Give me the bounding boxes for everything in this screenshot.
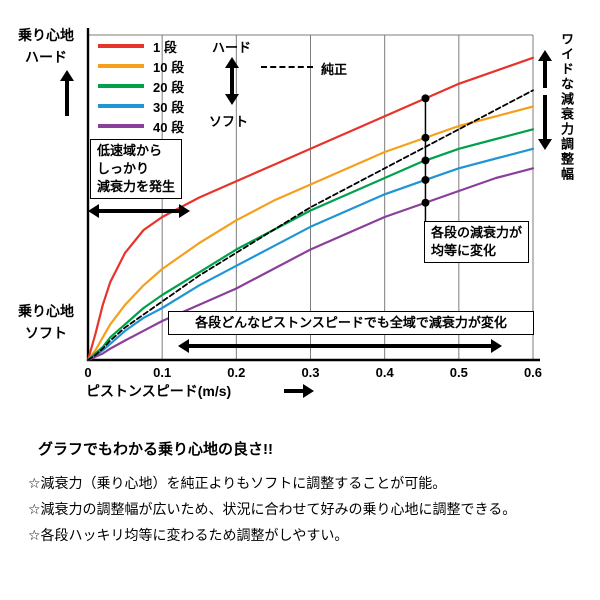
x-tick-label: 0.5 [450,365,468,380]
note-item-even-steps: ☆各段ハッキリ均等に変わるため調整がしやすい。 [28,527,349,543]
series-line-1 [86,56,535,362]
stock-dashed-line-sample [261,66,313,68]
note-item-soft-adjust: ☆減衰力（乗り心地）を純正よりもソフトに調整することが可能。 [28,475,447,491]
equal-steps-line2: 均等に変化 [431,243,497,258]
x-tick-label: 0 [84,365,91,380]
legend-label: 40 段 [153,119,185,135]
low-speed-line3: 減衰力を発生 [97,179,176,194]
legend-swatch-green [98,84,144,88]
notes-title: グラフでもわかる乗り心地の良さ!! [38,441,273,458]
legend-stock-label: 純正 [321,62,348,77]
series-line-5 [86,167,535,362]
y-axis-bottom-label-line1: 乗り心地 [18,303,74,319]
y-axis-top-label: 乗り心地 ハード [14,24,78,68]
full-range-annotation-box: 各段どんなピストンスピードでも全域で減衰力が変化 [168,311,534,335]
chart-canvas: 0 0.1 0.2 0.3 0.4 0.5 0.6 [84,28,542,380]
wide-range-label: ワイドな減衰力調整幅 [559,32,574,182]
legend-hard-label: ハード [212,40,252,55]
marker-dot [421,133,430,142]
legend-label: 20 段 [153,79,185,95]
series-line-2 [86,105,535,362]
low-speed-range-arrow-icon [88,203,190,218]
legend-swatch-red [98,44,144,48]
marker-dot [421,156,430,165]
legend-swatch-blue [98,104,144,108]
legend-item-20dan: 20 段 [98,76,184,96]
low-speed-line1: 低速域から [97,143,163,158]
x-axis-label: ピストンスピード(m/s) [86,383,232,399]
marker-dot [421,94,430,103]
legend-item-1dan: 1 段 [98,36,184,56]
legend-swatch-orange [98,64,144,68]
x-tick-label: 0.3 [301,365,319,380]
legend-label: 10 段 [153,59,185,75]
note-item-wide-range: ☆減衰力の調整幅が広いため、状況に合わせて好みの乗り心地に調整できる。 [28,501,517,517]
marker-dot [421,175,430,184]
low-speed-line2: しっかり [97,161,150,176]
legend-hard-soft-arrow-icon [224,57,239,105]
notes-section: グラフでもわかる乗り心地の良さ!! ☆減衰力（乗り心地）を純正よりもソフトに調整… [28,442,588,554]
wide-range-down-arrow-icon [537,95,552,150]
y-axis-top-label-line1: 乗り心地 [18,27,74,43]
x-tick-label: 0.6 [524,365,542,380]
series-line-3 [86,128,535,362]
full-range-arrow-icon [178,338,502,353]
legend-swatch-purple [98,124,144,128]
legend-label: 1 段 [153,39,177,55]
piston-speed-direction-arrow-icon [284,383,314,398]
low-speed-annotation-box: 低速域から しっかり 減衰力を発生 [90,139,183,199]
damping-force-chart: 0 0.1 0.2 0.3 0.4 0.5 0.6 乗り心地 ハード 乗り心地 ソフト 1 … [14,24,574,399]
equal-steps-annotation-box: 各段の減衰力が 均等に変化 [424,221,530,263]
x-tick-label: 0.4 [376,365,395,380]
x-tick-label: 0.1 [153,365,171,380]
equal-steps-line1: 各段の減衰力が [431,225,523,240]
y-axis-top-label-line2: ハード [25,49,67,65]
legend: 1 段 10 段 20 段 30 段 40 段 [98,36,184,136]
marker-dot [421,198,430,207]
legend-item-30dan: 30 段 [98,96,184,116]
x-tick-label: 0.2 [227,365,245,380]
legend-label: 30 段 [153,99,185,115]
y-axis-bottom-label-line2: ソフト [25,325,67,341]
y-axis-bottom-label: 乗り心地 ソフト [14,300,78,344]
legend-item-40dan: 40 段 [98,116,184,136]
hard-direction-arrow-icon [59,70,74,116]
wide-range-up-arrow-icon [537,50,552,88]
series-line-4 [86,147,535,362]
legend-item-10dan: 10 段 [98,56,184,76]
legend-soft-label: ソフト [209,114,249,129]
series-line-6 [87,89,534,361]
